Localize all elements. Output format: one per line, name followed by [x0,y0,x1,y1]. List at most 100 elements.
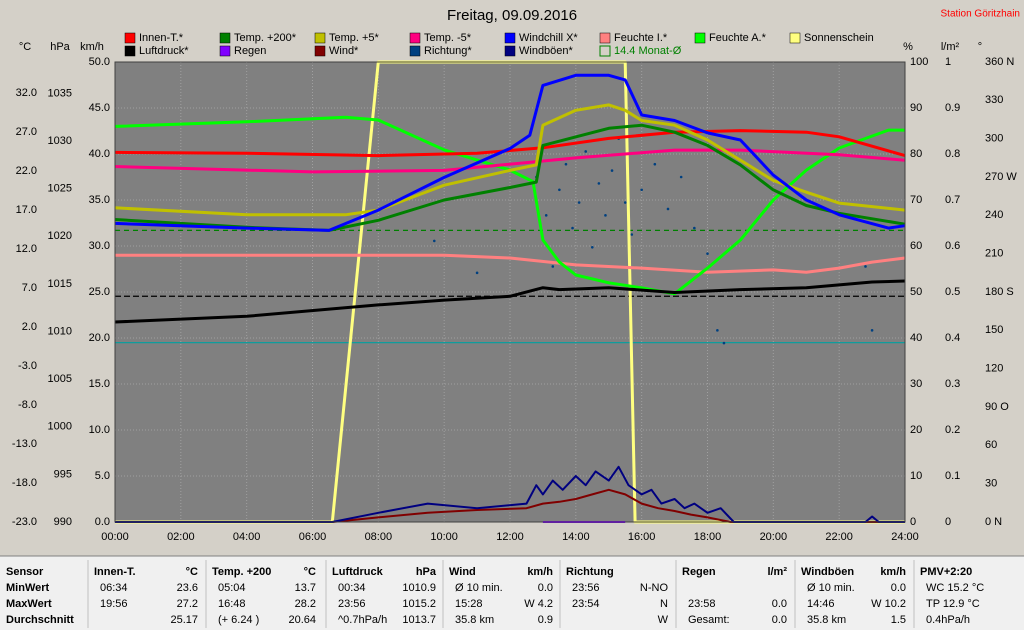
stats-cell: 23:56 [572,582,600,594]
y-tick-label: 1010 [48,325,72,337]
legend-swatch [409,32,421,44]
legend-swatch [504,45,516,57]
y-tick-label: 12.0 [16,243,37,255]
direction-point [584,150,588,153]
stats-row-label: MinWert [6,582,50,594]
stats-cell: N-NO [640,582,669,594]
series-line [114,148,906,174]
axis-title: % [903,41,913,53]
y-tick-label: 0.6 [945,240,960,252]
y-tick-label: 0.1 [945,470,960,482]
stats-cell: W [658,614,669,626]
stats-header: Temp. +200 [212,566,271,578]
stats-header: hPa [416,566,437,578]
stats-header: Regen [682,566,716,578]
axis-title: km/h [80,41,104,53]
station-label: Station Göritzhain [941,9,1021,20]
stats-header: Innen-T. [94,566,136,578]
stats-cell: 1.5 [891,614,906,626]
x-tick-label: 14:00 [562,531,590,543]
y-tick-label: 0.4 [945,332,960,344]
stats-cell: 00:34 [338,582,366,594]
stats-cell: 35.8 km [807,614,846,626]
y-tick-label: 150 [985,324,1003,336]
y-tick-label: 0.9 [945,102,960,114]
direction-point [604,214,607,217]
y-tick-label: 100 [910,56,928,68]
direction-point [722,341,726,345]
legend-label: Windböen* [519,45,574,57]
y-tick-label: 17.0 [16,204,37,216]
y-tick-label: 25.0 [89,286,110,298]
stats-cell: 14:46 [807,598,835,610]
stats-cell: W 10.2 [871,598,906,610]
y-tick-label: 1025 [48,183,72,195]
y-tick-label: 995 [54,468,72,480]
direction-point [432,239,436,243]
stats-cell: 27.2 [177,598,198,610]
direction-point [706,252,709,255]
y-tick-label: 80 [910,148,922,160]
y-tick-label: 10 [910,470,922,482]
y-tick-label: 40 [910,332,922,344]
y-tick-label: 45.0 [89,102,110,114]
series-line [115,488,905,523]
y-tick-label: 0 [910,516,916,528]
y-tick-label: 0.3 [945,378,960,390]
stats-row-label: MaxWert [6,598,52,610]
direction-point [693,226,696,230]
stats-cell: (+ 6.24 ) [218,614,259,626]
stats-cell: 0.0 [772,598,787,610]
legend-label: Temp. -5* [424,32,472,44]
x-tick-label: 18:00 [694,531,722,543]
legend-swatch [314,32,326,44]
legend-label: Innen-T.* [139,32,184,44]
stats-cell: 23:58 [688,598,716,610]
y-tick-label: 0.0 [95,516,110,528]
stats-cell: 19:56 [100,598,128,610]
stats-row-label: Sensor [6,566,44,578]
stats-cell: 23:54 [572,598,600,610]
stats-cell: 05:04 [218,582,246,594]
y-tick-label: 0.2 [945,424,960,436]
legend-swatch [599,32,611,44]
y-tick-label: -13.0 [12,438,37,450]
legend-label: Regen [234,45,266,57]
y-tick-label: 990 [54,516,72,528]
legend-label: Feuchte I.* [614,32,668,44]
direction-point [590,245,594,249]
stats-header: Richtung [566,566,614,578]
y-tick-label: 35.0 [89,194,110,206]
stats-cell: 35.8 km [455,614,494,626]
direction-point [564,162,568,166]
stats-cell: N [660,598,668,610]
axis-title: hPa [50,41,70,53]
y-tick-label: 1005 [48,373,72,385]
y-tick-label: 20 [910,424,922,436]
stats-cell: 0.4hPa/h [926,614,970,626]
legend-label: Wind* [329,45,359,57]
stats-cell: WC 15.2 °C [926,582,984,594]
legend-swatch [409,45,421,57]
direction-point [610,169,614,172]
direction-point [551,265,555,268]
stats-header: km/h [527,566,553,578]
y-tick-label: 180 S [985,286,1014,298]
y-tick-label: 1020 [48,230,72,242]
legend-label: Richtung* [424,45,472,57]
y-tick-label: 5.0 [95,470,110,482]
legend-swatch [789,32,801,44]
direction-point [475,271,479,275]
direction-point [864,265,867,268]
x-tick-label: 06:00 [299,531,327,543]
y-tick-label: 60 [985,439,997,451]
legend-swatch [124,32,136,44]
axis-title: ° [978,41,982,53]
chart-title: Freitag, 09.09.2016 [447,7,577,24]
legend-swatch [599,45,611,57]
x-tick-label: 22:00 [825,531,853,543]
stats-cell: ^0.7hPa/h [338,614,387,626]
y-tick-label: -18.0 [12,477,37,489]
series-line [114,129,906,158]
y-tick-label: 32.0 [16,87,37,99]
